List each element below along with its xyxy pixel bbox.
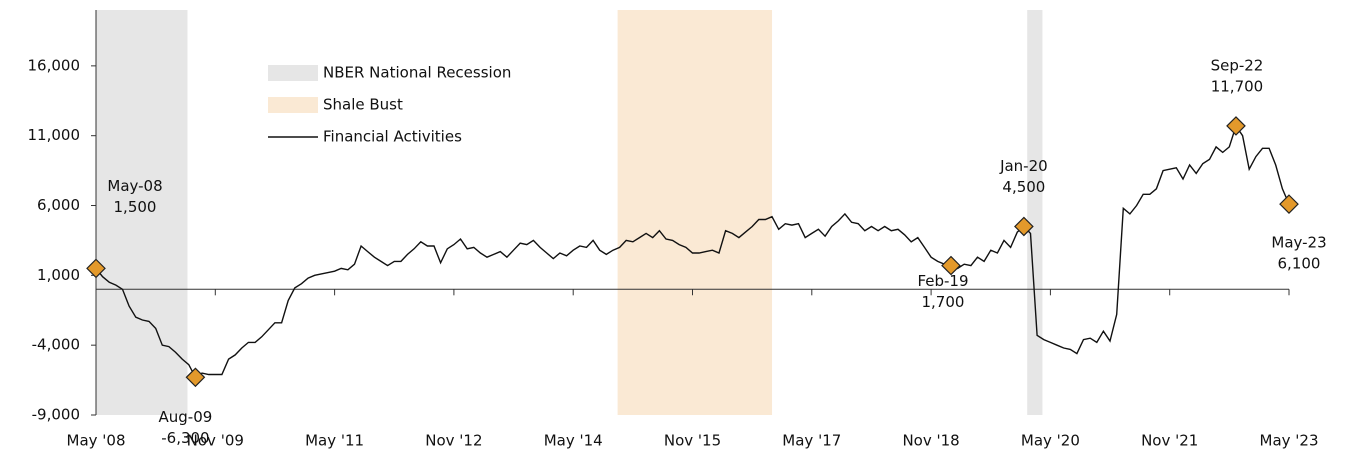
highlight-marker <box>1226 116 1246 136</box>
x-tick-label: May '20 <box>1021 432 1080 450</box>
y-tick-label: 6,000 <box>37 196 80 214</box>
highlight-marker <box>86 258 106 279</box>
x-tick-label: May '14 <box>544 432 603 450</box>
annotation-label: May-23 <box>1271 234 1326 252</box>
annotation-label: Jan-20 <box>999 157 1048 175</box>
highlight-marker <box>1279 194 1299 214</box>
annotation-label: Sep-22 <box>1211 56 1264 74</box>
x-tick-label: Nov '15 <box>664 432 721 450</box>
annotation-value: 11,700 <box>1211 77 1264 95</box>
x-tick-label: Nov '12 <box>425 432 482 450</box>
y-tick-label: 11,000 <box>28 126 81 144</box>
highlight-marker <box>941 255 961 276</box>
x-tick-label: May '23 <box>1260 432 1319 450</box>
y-tick-label: -9,000 <box>32 406 80 424</box>
annotation-value: 1,500 <box>114 198 157 216</box>
annotation-label: Feb-19 <box>917 272 968 290</box>
legend-swatch <box>268 65 318 81</box>
y-tick-label: -4,000 <box>32 336 80 354</box>
x-tick-label: May '17 <box>782 432 841 450</box>
annotation-value: 4,500 <box>1002 178 1045 196</box>
legend-label: Shale Bust <box>323 96 403 114</box>
annotation-value: 1,700 <box>922 293 965 311</box>
shade-band <box>96 10 188 415</box>
x-tick-label: Nov '18 <box>902 432 959 450</box>
legend-label: NBER National Recession <box>323 64 511 82</box>
data-line <box>95 124 1290 379</box>
y-tick-label: 16,000 <box>28 56 81 74</box>
x-tick-label: May '11 <box>305 432 364 450</box>
legend-label: Financial Activities <box>323 128 462 146</box>
annotation-value: -6,300 <box>161 429 209 447</box>
y-tick-label: 1,000 <box>37 266 80 284</box>
shade-band <box>1027 10 1043 415</box>
highlight-marker <box>1014 216 1034 237</box>
x-tick-label: Nov '21 <box>1141 432 1198 450</box>
x-tick-label: May '08 <box>67 432 126 450</box>
annotation-value: 6,100 <box>1278 255 1321 273</box>
annotation-label: May-08 <box>107 177 162 195</box>
shade-band <box>617 10 773 415</box>
x-tick-label: Nov '09 <box>187 432 244 450</box>
legend-swatch <box>268 97 318 113</box>
highlight-marker <box>185 367 206 388</box>
annotation-label: Aug-09 <box>159 408 213 426</box>
